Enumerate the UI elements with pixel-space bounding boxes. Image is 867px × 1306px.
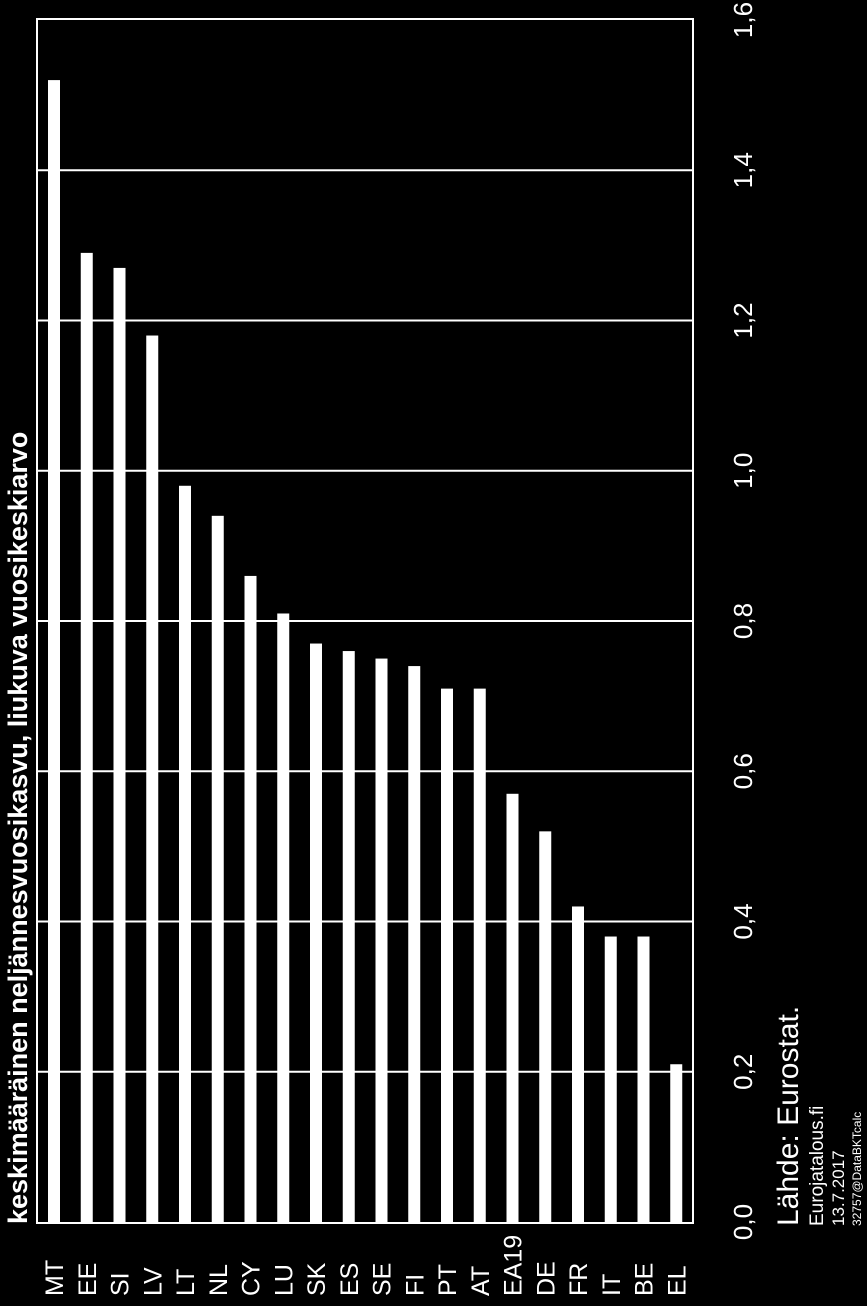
category-label: SK — [303, 1262, 331, 1296]
bar-ee — [80, 252, 93, 1222]
bar-lv — [146, 335, 159, 1222]
bar-ea19 — [506, 793, 519, 1222]
value-tick-label: 0,2 — [728, 1054, 758, 1090]
category-label: EE — [74, 1263, 102, 1296]
value-tick-label: 1,6 — [728, 2, 758, 38]
bar-lt — [179, 485, 191, 1222]
bar-el — [670, 1064, 683, 1222]
bar-mt — [48, 80, 60, 1223]
chart-title: keskimääräinen neljännesvuosikasvu, liuk… — [3, 432, 33, 1224]
source-text: Lähde: Eurostat. — [772, 1006, 805, 1226]
bar-de — [539, 831, 552, 1222]
file-id-text: 32757@DataBKTcalc — [850, 1112, 864, 1226]
category-label: ES — [336, 1263, 364, 1296]
bar-at — [473, 688, 486, 1222]
bar-it — [604, 936, 617, 1222]
category-label: LV — [139, 1267, 167, 1296]
category-label: LT — [172, 1269, 200, 1296]
bar-fr — [572, 906, 584, 1222]
bar-sk — [310, 643, 322, 1222]
category-label: MT — [41, 1260, 69, 1296]
category-label: IT — [598, 1274, 626, 1296]
value-tick-label: 1,0 — [728, 453, 758, 489]
category-label: NL — [205, 1264, 233, 1296]
bar-se — [375, 658, 388, 1222]
value-tick-label: 1,2 — [728, 302, 758, 338]
bar-lu — [277, 613, 290, 1222]
value-tick-label: 1,4 — [728, 152, 758, 188]
bar-fi — [408, 666, 421, 1222]
category-label: EL — [663, 1265, 691, 1296]
site-text: Eurojatalous.fi — [807, 1106, 828, 1226]
category-label: PT — [434, 1264, 462, 1296]
category-label: CY — [238, 1261, 266, 1296]
value-tick-label: 0,8 — [728, 603, 758, 639]
bar-pt — [441, 688, 453, 1222]
value-tick-labels: 0,0 0,2 0,4 0,6 0,8 1,0 1,2 1,4 1,6 — [728, 2, 758, 1240]
bar-si — [113, 267, 126, 1223]
bar-be — [637, 936, 650, 1222]
footer: Lähde: Eurostat. Eurojatalous.fi 13.7.20… — [772, 1006, 864, 1226]
category-label: EA19 — [500, 1235, 528, 1296]
grid-lines — [37, 169, 693, 1073]
category-label: FI — [401, 1274, 429, 1296]
bar-es — [342, 651, 355, 1222]
bar-cy — [244, 575, 257, 1222]
category-labels: MT EE SI LV LT NL CY LU SK ES SE FI PT AT EA19 DE FR IT BE… — [41, 1235, 691, 1296]
date-text: 13.7.2017 — [829, 1150, 848, 1226]
bars — [48, 80, 683, 1223]
value-tick-label: 0,0 — [728, 1204, 758, 1240]
value-tick-label: 0,4 — [728, 903, 758, 939]
category-label: DE — [532, 1261, 560, 1296]
bar-nl — [211, 515, 224, 1222]
category-label: FR — [565, 1263, 593, 1296]
category-label: AT — [467, 1266, 495, 1296]
category-label: LU — [270, 1264, 298, 1296]
category-label: BE — [631, 1263, 659, 1296]
value-tick-label: 0,6 — [728, 753, 758, 789]
category-label: SE — [369, 1263, 397, 1296]
category-label: SI — [107, 1272, 135, 1296]
